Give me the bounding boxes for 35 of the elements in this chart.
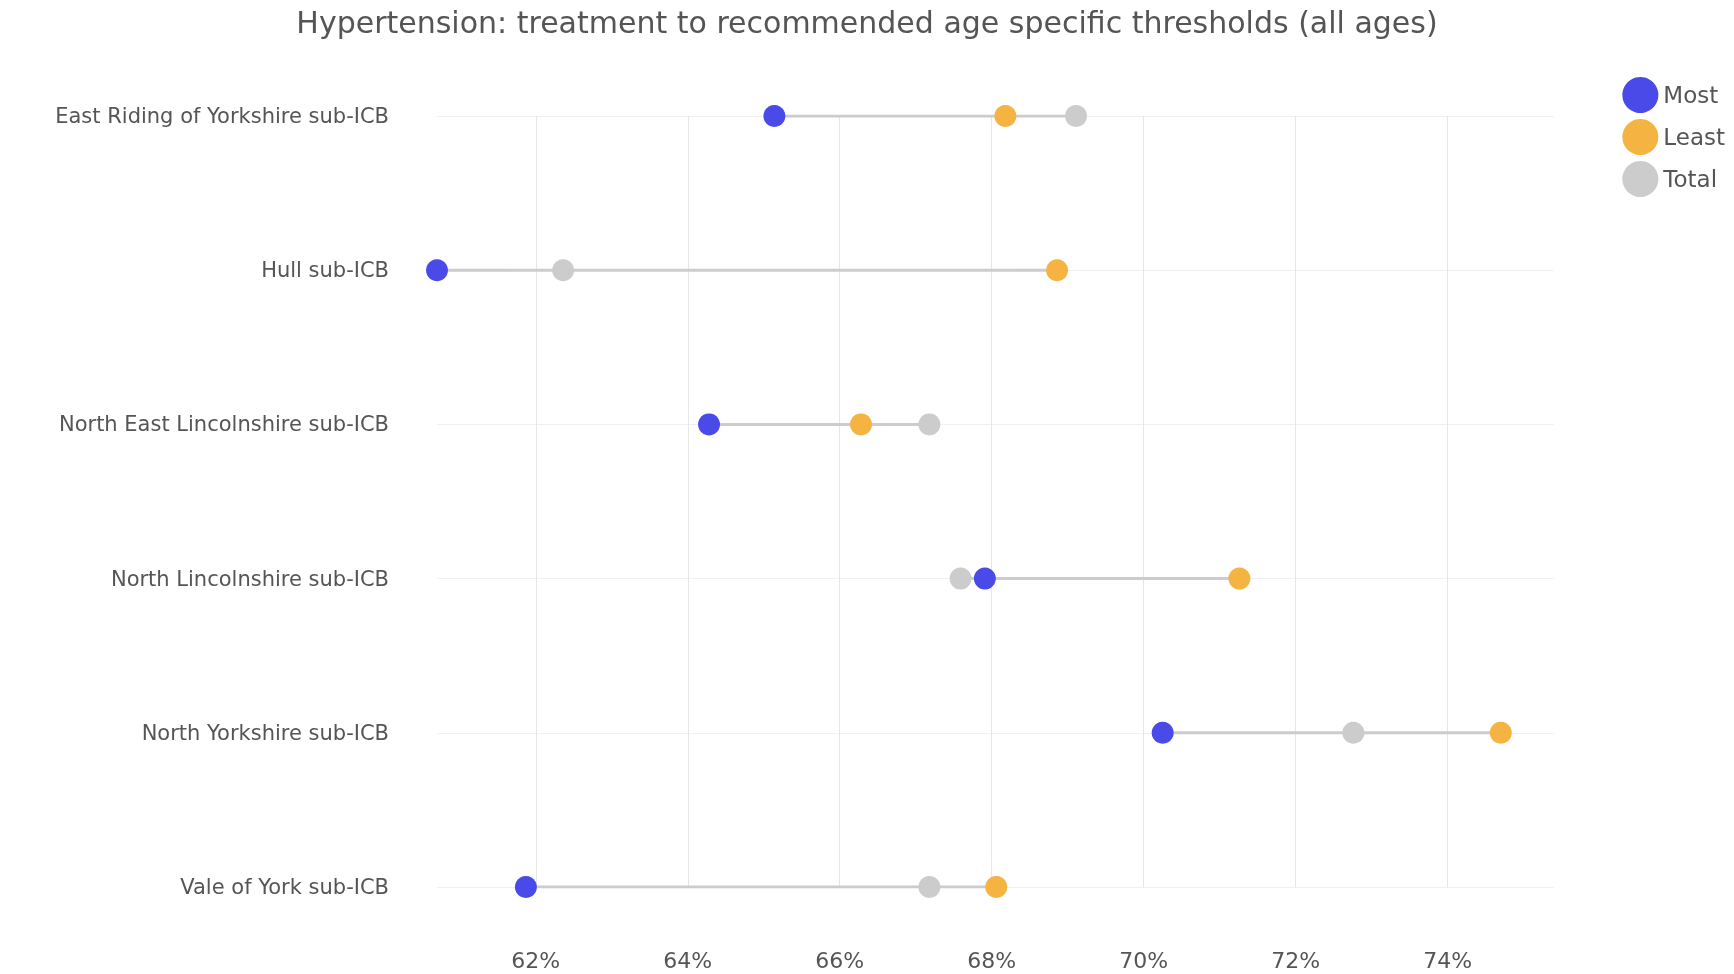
point	[918, 876, 941, 898]
point	[552, 259, 575, 282]
point	[426, 259, 448, 282]
x-tick-label: 72%	[1271, 947, 1321, 973]
point	[1228, 567, 1251, 590]
y-tick-label: North Lincolnshire sub-ICB	[110, 566, 389, 591]
y-tick-label: East Riding of Yorkshire sub-ICB	[55, 104, 389, 128]
point	[1489, 721, 1512, 744]
x-tick-label: 62%	[511, 947, 561, 973]
x-tick-label: 70%	[1119, 947, 1169, 973]
point	[763, 105, 786, 127]
point	[994, 105, 1017, 127]
point	[973, 567, 996, 590]
legend-label: Total	[1662, 166, 1718, 192]
point	[949, 567, 972, 590]
legend-label: Least	[1663, 124, 1725, 150]
point	[985, 876, 1008, 898]
point	[514, 876, 537, 898]
x-tick-label: 68%	[967, 947, 1017, 973]
y-tick-label: North Yorkshire sub-ICB	[141, 720, 389, 745]
y-tick-label: Vale of York sub-ICB	[180, 875, 389, 899]
legend-label: Most	[1663, 82, 1719, 108]
point	[1342, 721, 1365, 744]
point	[1046, 259, 1069, 282]
point	[698, 413, 721, 436]
point	[1065, 105, 1088, 127]
y-tick-label: North East Lincolnshire sub-ICB	[58, 412, 389, 437]
point	[918, 413, 941, 436]
y-tick-label: Hull sub-ICB	[261, 258, 389, 283]
x-tick-label: 64%	[663, 947, 713, 973]
point	[850, 413, 872, 436]
x-tick-label: 66%	[815, 947, 865, 973]
x-tick-label: 74%	[1423, 947, 1473, 973]
chart-title: Hypertension: treatment to recommended age specific thresholds (all ages)	[296, 4, 1438, 40]
point	[1151, 721, 1174, 744]
